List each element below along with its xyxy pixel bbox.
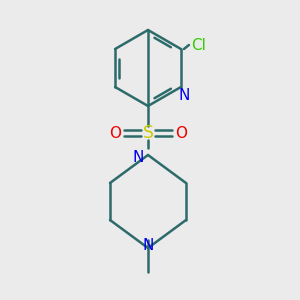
Text: O: O: [175, 125, 187, 140]
Text: S: S: [142, 124, 154, 142]
Text: O: O: [109, 125, 121, 140]
Text: N: N: [132, 149, 144, 164]
Text: Cl: Cl: [191, 38, 206, 52]
Text: N: N: [178, 88, 190, 103]
Text: N: N: [142, 238, 154, 253]
